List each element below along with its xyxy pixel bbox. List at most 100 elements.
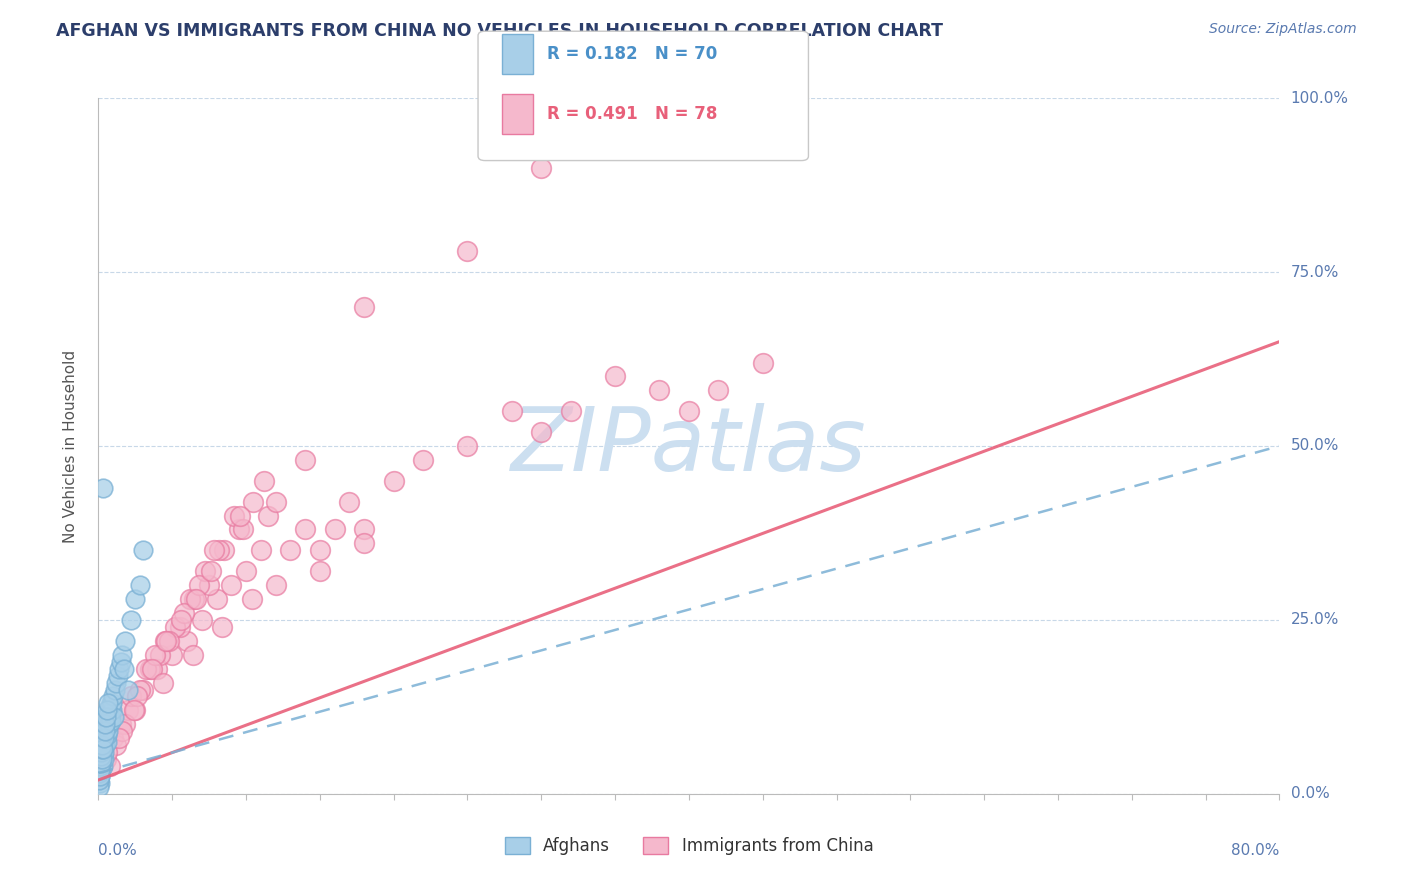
Point [91, 481, 114, 495]
Point [149, 648, 172, 662]
Point [93, 745, 115, 759]
Point [122, 703, 145, 717]
Point [229, 508, 252, 523]
Point [309, 564, 332, 578]
Point [235, 564, 257, 578]
Point [132, 543, 155, 558]
Point [91, 741, 114, 756]
Point [501, 404, 523, 418]
Text: 0.0%: 0.0% [1291, 787, 1329, 801]
Point [139, 662, 162, 676]
Point [187, 578, 209, 592]
Point [90, 741, 112, 756]
Point [110, 655, 132, 669]
Point [212, 543, 235, 558]
Point [93, 731, 115, 746]
Point [250, 543, 273, 558]
Point [353, 523, 375, 537]
Point [89, 766, 111, 780]
Point [89, 763, 111, 777]
Point [111, 648, 134, 662]
Point [181, 648, 204, 662]
Point [96, 735, 118, 749]
Point [198, 578, 221, 592]
Point [103, 690, 125, 704]
Point [155, 633, 177, 648]
Point [146, 662, 169, 676]
Point [648, 384, 671, 398]
Point [110, 717, 132, 731]
Point [103, 710, 125, 724]
Point [169, 620, 191, 634]
Point [157, 633, 180, 648]
Point [205, 592, 228, 607]
Point [90, 763, 112, 777]
Point [89, 766, 111, 780]
Point [170, 613, 193, 627]
Point [94, 738, 117, 752]
Y-axis label: No Vehicles in Household: No Vehicles in Household [63, 350, 77, 542]
Point [353, 300, 375, 314]
Point [94, 724, 117, 739]
Point [94, 717, 117, 731]
Point [232, 523, 254, 537]
Point [253, 474, 276, 488]
Point [96, 721, 118, 735]
Point [91, 745, 114, 759]
Point [93, 752, 115, 766]
Point [98, 759, 121, 773]
Point [257, 508, 280, 523]
Point [194, 564, 217, 578]
Point [120, 613, 142, 627]
Text: R = 0.182   N = 70: R = 0.182 N = 70 [547, 45, 717, 63]
Point [89, 769, 111, 784]
Point [707, 384, 730, 398]
Point [530, 425, 553, 439]
Point [202, 543, 225, 558]
Text: 50.0%: 50.0% [1291, 439, 1339, 453]
Text: R = 0.491   N = 78: R = 0.491 N = 78 [547, 105, 717, 123]
Point [264, 494, 287, 508]
Point [183, 592, 205, 607]
Point [162, 648, 183, 662]
Point [152, 675, 174, 690]
Point [98, 710, 121, 724]
Point [176, 633, 198, 648]
Point [153, 633, 176, 648]
Point [117, 703, 139, 717]
Point [353, 536, 375, 550]
Text: ZIPatlas: ZIPatlas [512, 403, 866, 489]
Point [94, 752, 117, 766]
Point [200, 564, 222, 578]
Text: Source: ZipAtlas.com: Source: ZipAtlas.com [1209, 22, 1357, 37]
Point [125, 690, 148, 704]
Point [143, 648, 166, 662]
Point [100, 697, 122, 711]
Point [108, 731, 131, 746]
Point [124, 592, 146, 607]
Point [90, 756, 112, 770]
Point [98, 703, 121, 717]
Point [103, 731, 125, 746]
Point [89, 759, 111, 773]
Point [108, 662, 131, 676]
Point [94, 731, 117, 746]
Point [100, 714, 122, 728]
Point [228, 523, 250, 537]
Text: 100.0%: 100.0% [1291, 91, 1348, 105]
Point [91, 748, 114, 763]
Point [112, 662, 135, 676]
Text: 25.0%: 25.0% [1291, 613, 1339, 627]
Point [90, 748, 112, 763]
Point [105, 675, 128, 690]
Point [339, 494, 361, 508]
Point [89, 772, 111, 787]
Point [89, 752, 111, 766]
Point [132, 682, 155, 697]
Point [96, 710, 118, 724]
Point [294, 523, 316, 537]
Point [90, 752, 112, 766]
Point [191, 613, 214, 627]
Point [114, 633, 136, 648]
Point [294, 453, 316, 467]
